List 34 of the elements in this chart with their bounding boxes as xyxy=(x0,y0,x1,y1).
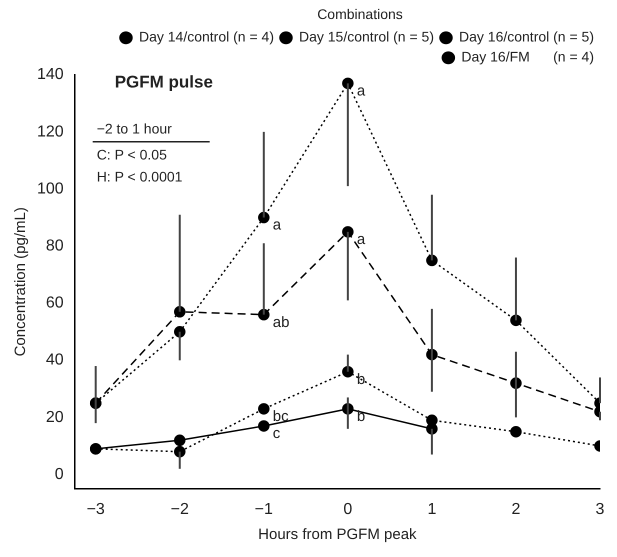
y-axis-title: Concentration (pg/mL) xyxy=(12,207,30,356)
data-label: b xyxy=(356,408,366,425)
annotation: −2 to 1 hour xyxy=(96,120,172,137)
x-tick-label: 0 xyxy=(343,500,352,518)
legend-title: Combinations xyxy=(317,6,403,22)
legend-label: Day 14/control (n = 4) xyxy=(138,28,274,45)
y-tick-label: 40 xyxy=(46,352,64,369)
y-tick-label: 0 xyxy=(54,466,64,483)
y-tick-label: 20 xyxy=(46,408,64,426)
y-tick-label: 80 xyxy=(46,238,64,255)
x-tick-label: 1 xyxy=(427,500,436,518)
y-tick-label: 60 xyxy=(46,294,64,312)
y-tick-label: 120 xyxy=(36,123,64,140)
x-tick-label: 3 xyxy=(596,500,605,518)
data-label: b xyxy=(356,370,366,388)
x-tick-label: −2 xyxy=(170,500,189,518)
data-label: ab xyxy=(272,314,290,331)
data-label: c xyxy=(272,425,281,442)
data-label: bc xyxy=(272,408,290,425)
x-tick-label: −3 xyxy=(86,500,105,518)
annotation: H: P < 0.0001 xyxy=(96,168,183,185)
x-tick-label: −1 xyxy=(254,500,274,518)
chart-title: PGFM pulse xyxy=(114,72,213,92)
y-tick-label: 100 xyxy=(36,180,64,198)
data-label: a xyxy=(272,216,282,234)
legend-label: Day 15/control (n = 5) xyxy=(298,28,434,45)
legend-label: Day 16/FM (n = 4) xyxy=(461,48,594,65)
x-tick-label: 2 xyxy=(512,500,520,518)
legend-label: Day 16/control (n = 5) xyxy=(458,28,594,45)
annotation: C: P < 0.05 xyxy=(96,146,168,163)
data-label: a xyxy=(356,230,366,248)
data-label: a xyxy=(356,82,366,100)
x-axis-title: Hours from PGFM peak xyxy=(258,526,418,544)
y-tick-label: 140 xyxy=(36,66,64,84)
